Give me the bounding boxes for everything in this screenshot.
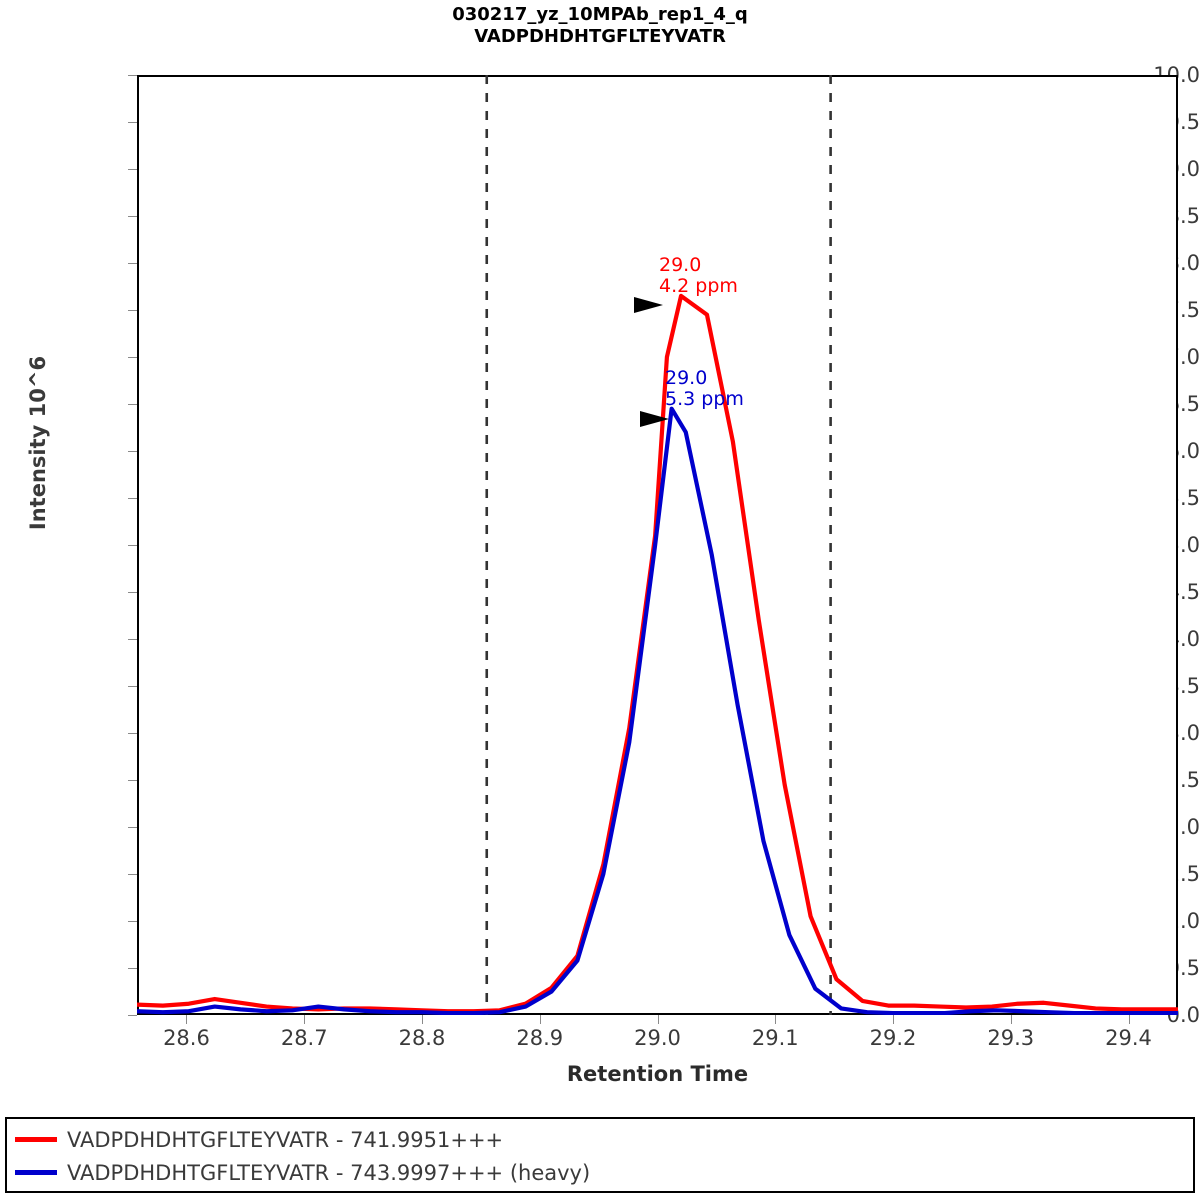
- y-axis-tick-mark: [128, 733, 137, 734]
- x-axis-tick-mark: [421, 1015, 423, 1024]
- legend-item[interactable]: VADPDHDHTGFLTEYVATR - 741.9951+++: [7, 1123, 1193, 1156]
- title-line-filename: 030217_yz_10MPAb_rep1_4_q: [452, 4, 748, 25]
- x-axis-tick-mark: [304, 1015, 306, 1024]
- x-axis-tick-label: 29.2: [869, 1026, 917, 1050]
- peak-annotation-light: 29.0 4.2 ppm: [659, 255, 738, 297]
- x-axis-tick-label: 29.4: [1105, 1026, 1152, 1050]
- y-axis-tick-mark: [128, 545, 137, 546]
- legend-color-swatch-icon: [15, 1170, 57, 1175]
- y-axis-tick-mark: [128, 639, 137, 640]
- x-axis-tick-mark: [1010, 1015, 1012, 1024]
- y-axis-tick-mark: [128, 921, 137, 922]
- y-axis-tick-mark: [128, 75, 137, 76]
- x-axis-label: Retention Time: [566, 1062, 749, 1086]
- legend-item-label: VADPDHDHTGFLTEYVATR - 741.9951+++: [67, 1127, 504, 1152]
- trace-group: [137, 293, 1178, 1015]
- y-axis-tick-mark: [128, 404, 137, 405]
- y-axis-tick-mark: [128, 169, 137, 170]
- x-axis-tick-label: 28.7: [280, 1026, 328, 1050]
- legend-item-label: VADPDHDHTGFLTEYVATR - 743.9997+++ (heavy…: [67, 1160, 591, 1185]
- y-axis-tick-mark: [128, 827, 137, 828]
- peak-annotation-light-rt: 29.0: [659, 254, 702, 276]
- x-axis-tick-mark: [186, 1015, 188, 1024]
- y-axis-tick-mark: [128, 357, 137, 358]
- legend-color-swatch-icon: [15, 1137, 57, 1142]
- y-axis-tick-mark: [128, 498, 137, 499]
- y-axis-tick-mark: [128, 216, 137, 217]
- y-axis-tick-mark: [128, 780, 137, 781]
- y-axis-tick-mark: [128, 592, 137, 593]
- y-axis-tick-mark: [128, 263, 137, 264]
- y-axis-tick-mark: [128, 874, 137, 875]
- plot-traces: [137, 75, 1178, 1015]
- x-axis-tick-label: 29.0: [634, 1026, 681, 1050]
- x-axis-tick-mark: [657, 1015, 659, 1024]
- x-axis-tick-label: 28.9: [516, 1026, 564, 1050]
- peak-annotation-heavy: 29.0 5.3 ppm: [665, 368, 744, 410]
- y-axis-tick-mark: [128, 686, 137, 687]
- y-axis-tick-mark: [128, 122, 137, 123]
- y-axis-tick-mark: [128, 451, 137, 452]
- peak-annotation-light-ppm: 4.2 ppm: [659, 275, 738, 297]
- chromatogram-trace-light: [137, 293, 1178, 1014]
- x-axis-tick-mark: [539, 1015, 541, 1024]
- x-axis-tick-mark: [893, 1015, 895, 1024]
- y-axis-tick-mark: [128, 310, 137, 311]
- x-axis-tick-label: 29.3: [987, 1026, 1035, 1050]
- y-axis-label: Intensity 10^6: [26, 355, 50, 531]
- x-axis-tick-label: 28.8: [398, 1026, 446, 1050]
- plot-area: [137, 75, 1178, 1015]
- peak-annotation-heavy-ppm: 5.3 ppm: [665, 388, 744, 410]
- x-axis-tick-label: 29.1: [751, 1026, 799, 1050]
- x-axis-tick-mark: [1128, 1015, 1130, 1024]
- peak-annotation-heavy-rt: 29.0: [665, 367, 708, 389]
- legend: VADPDHDHTGFLTEYVATR - 741.9951+++ VADPDHD…: [5, 1117, 1195, 1193]
- chart-title: 030217_yz_10MPAb_rep1_4_q VADPDHDHTGFLTE…: [0, 4, 1200, 48]
- title-line-peptide: VADPDHDHTGFLTEYVATR: [474, 26, 726, 47]
- legend-item[interactable]: VADPDHDHTGFLTEYVATR - 743.9997+++ (heavy…: [7, 1156, 1193, 1189]
- y-axis-tick-mark: [128, 1015, 137, 1016]
- chromatogram-trace-heavy: [137, 406, 1178, 1015]
- x-axis-tick-mark: [775, 1015, 777, 1024]
- chromatogram-figure: 0.0 0.5 1.0 1.5 2.0 2.5 3.0 3.5 4.0 4.5 5.0 5.5 6.0 6…: [26, 63, 1200, 1086]
- y-axis-tick-mark: [128, 968, 137, 969]
- integration-boundary-lines: [485, 75, 832, 1015]
- x-axis-tick-label: 28.6: [163, 1026, 210, 1050]
